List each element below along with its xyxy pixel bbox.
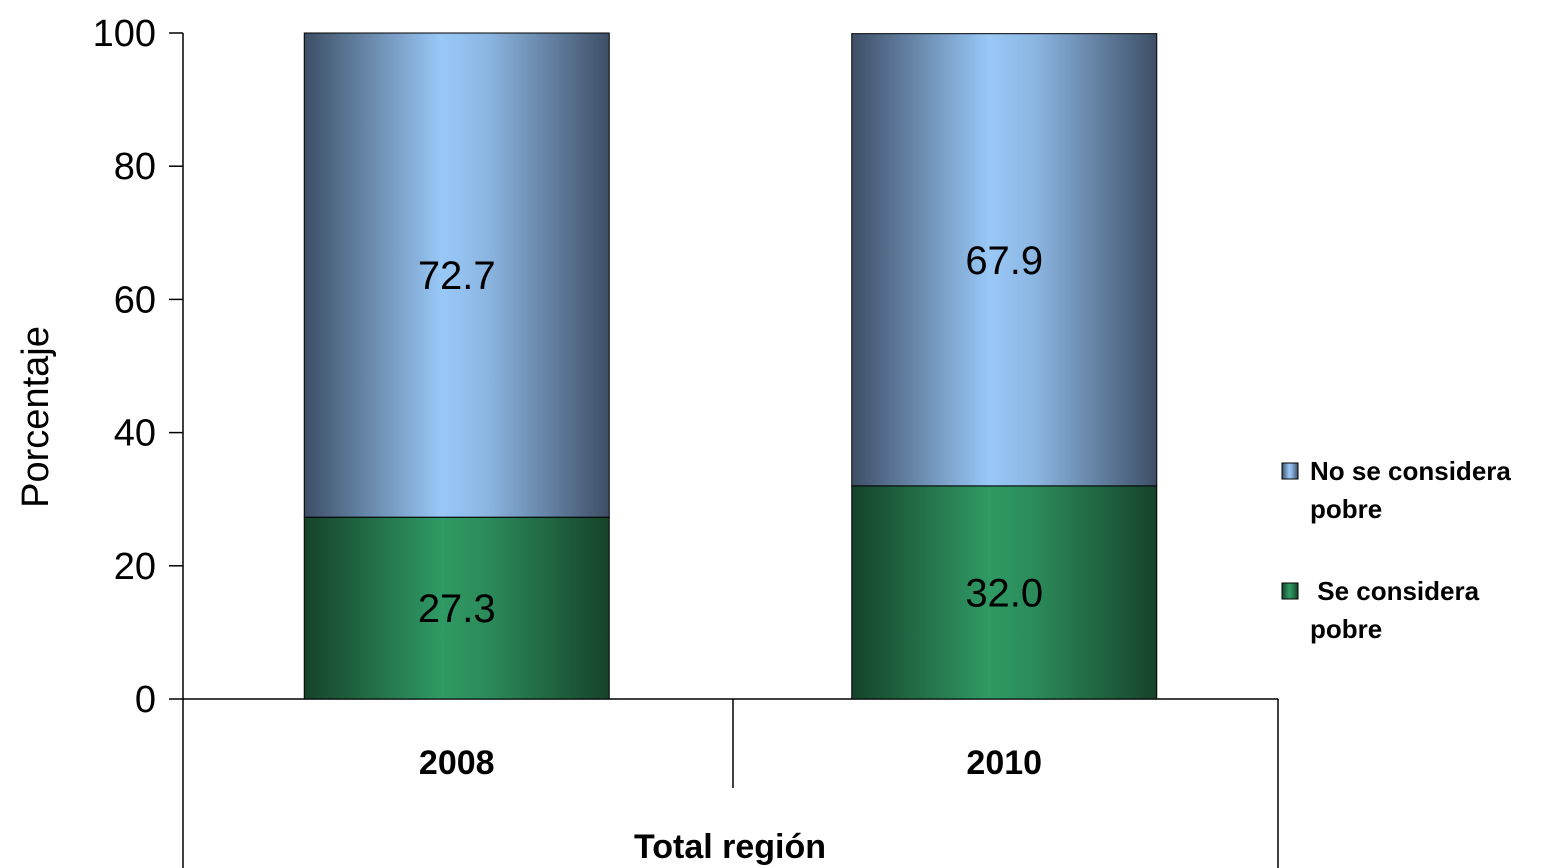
- legend-label-0-line-1: pobre: [1310, 494, 1382, 524]
- y-tick-label-20: 20: [114, 546, 156, 588]
- bar-2010-series-0: [851, 485, 1158, 700]
- legend-label-1-line-1: pobre: [1310, 614, 1382, 644]
- legend-label-1-line-0: Se considera: [1310, 576, 1480, 606]
- legend-label-0-line-0: No se considera: [1310, 456, 1511, 486]
- y-tick-label-60: 60: [114, 279, 156, 321]
- legend-swatch-1: [1281, 582, 1299, 600]
- data-label-2010-series-1: 67.9: [965, 239, 1043, 283]
- y-ticks: 0 20 40 60 80 100: [93, 13, 183, 721]
- bars: 27.3 72.7 32.0 67.9: [303, 32, 1158, 700]
- bar-2010-series-1: [851, 33, 1158, 487]
- data-label-2010-series-0: 32.0: [965, 571, 1043, 615]
- x-label-2010: 2010: [966, 744, 1042, 782]
- y-tick-label-40: 40: [114, 413, 156, 455]
- data-label-2008-series-1: 72.7: [418, 254, 496, 298]
- y-tick-label-100: 100: [93, 13, 156, 55]
- legend: No se considera pobre Se considera pobre: [1281, 456, 1511, 644]
- group-label: Total región: [634, 828, 826, 866]
- y-tick-label-80: 80: [114, 146, 156, 188]
- bar-2008-series-1: [303, 32, 610, 518]
- legend-swatch-0: [1281, 462, 1299, 480]
- x-labels: 2008 2010: [419, 744, 1042, 782]
- x-label-2008: 2008: [419, 744, 495, 782]
- y-tick-label-0: 0: [135, 679, 156, 721]
- data-label-2008-series-0: 27.3: [418, 587, 496, 631]
- y-axis-title: Porcentaje: [15, 326, 57, 508]
